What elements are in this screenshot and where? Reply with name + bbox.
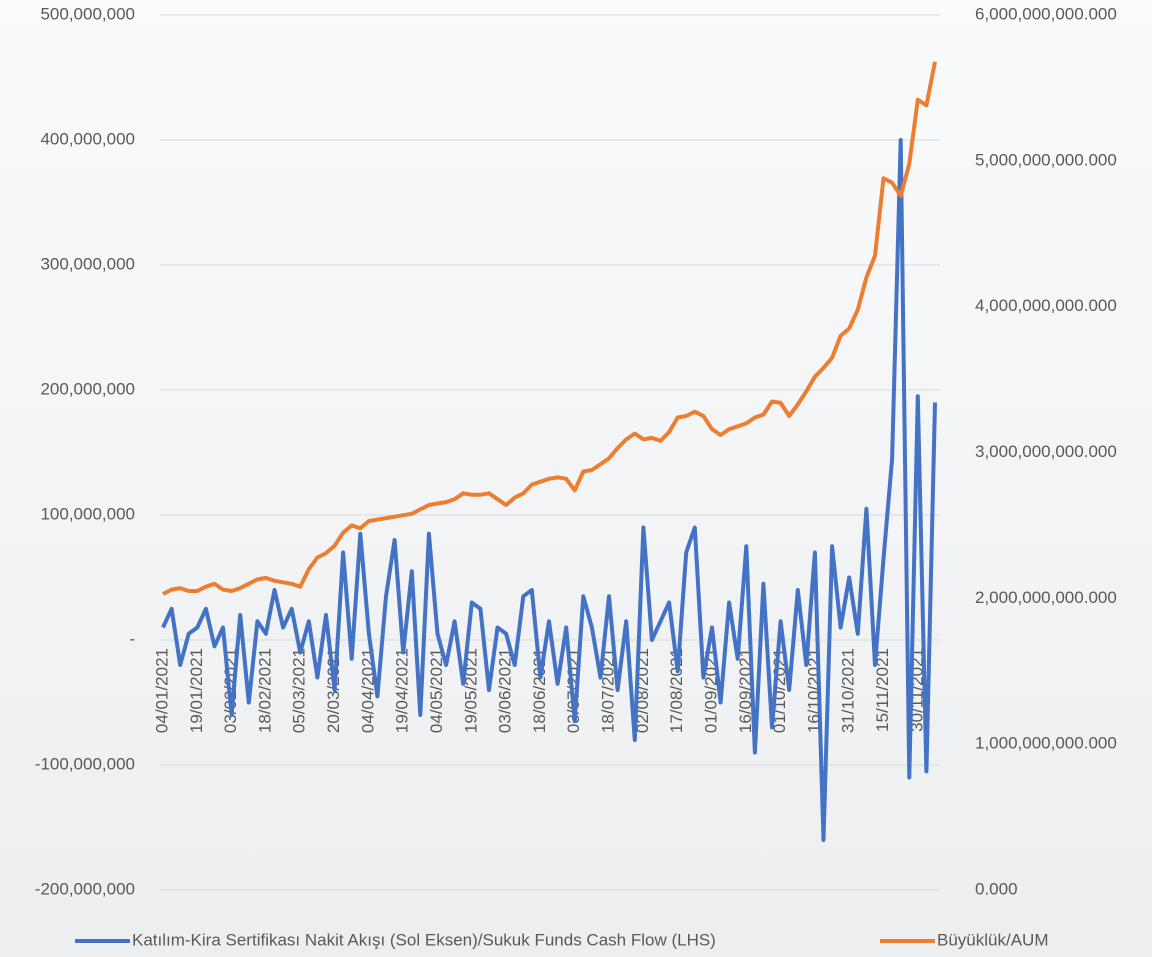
y-tick-label: 100,000,000 [40,504,135,523]
x-tick-label: 03/06/2021 [496,648,515,733]
y-tick-label: -200,000,000 [35,879,135,898]
y-tick-label: - [129,629,135,648]
y-tick-label: 400,000,000 [40,129,135,148]
x-tick-label: 31/10/2021 [839,648,858,733]
y-tick-label: 200,000,000 [40,379,135,398]
x-tick-label: 04/01/2021 [152,648,171,733]
y-tick-label: 300,000,000 [40,254,135,273]
y2-tick-label: 5,000,000,000.000 [975,150,1117,169]
y2-tick-label: 1,000,000,000.000 [975,734,1117,753]
series-line [162,61,937,596]
x-tick-label: 04/05/2021 [427,648,446,733]
y-tick-label: -100,000,000 [35,754,135,773]
y2-tick-label: 4,000,000,000.000 [975,296,1117,315]
x-tick-label: 15/11/2021 [873,648,892,732]
series-line [161,138,937,842]
y-tick-label: 500,000,000 [40,4,135,23]
y2-tick-label: 3,000,000,000.000 [975,442,1117,461]
x-tick-label: 18/06/2021 [530,648,549,733]
x-tick-label: 05/03/2021 [290,648,309,733]
x-tick-label: 19/04/2021 [393,648,412,733]
legend-label: Büyüklük/AUM [937,930,1048,949]
x-tick-label: 18/02/2021 [255,648,274,733]
y2-tick-label: 2,000,000,000.000 [975,588,1117,607]
x-tick-label: 17/08/2021 [667,648,686,733]
x-tick-label: 19/01/2021 [187,648,206,733]
legend-label: Katılım-Kira Sertifikası Nakit Akışı (So… [132,930,716,949]
y2-tick-label: 6,000,000,000.000 [975,4,1117,23]
y2-tick-label: 0.000 [975,879,1018,898]
